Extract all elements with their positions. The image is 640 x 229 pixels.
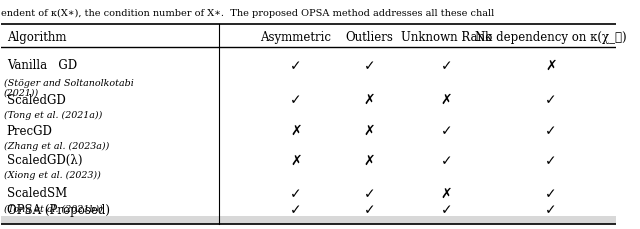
Text: (Xiong et al. (2023)): (Xiong et al. (2023)) [4,170,100,179]
Text: ✓: ✓ [545,203,557,217]
Bar [1,216,616,224]
Text: ✓: ✓ [364,59,376,73]
Text: ✓: ✓ [545,186,557,200]
Text: No dependency on κ(χ_⋆): No dependency on κ(χ_⋆) [475,31,627,44]
Text: ✗: ✗ [441,93,452,107]
Text: endent of κ(Χ∗), the condition number of Χ∗.  The proposed OPSA method addresses: endent of κ(Χ∗), the condition number of… [1,9,494,18]
Text: ✓: ✓ [441,59,452,73]
Text: Vanilla   GD: Vanilla GD [7,59,77,72]
Text: (Tong et al. (2021b)): (Tong et al. (2021b)) [4,204,102,213]
Text: ✗: ✗ [290,123,301,137]
Text: ScaledGD(λ): ScaledGD(λ) [7,154,83,166]
Text: ✓: ✓ [441,203,452,217]
Text: ✗: ✗ [364,93,376,107]
Text: ✓: ✓ [441,153,452,167]
Text: ✓: ✓ [545,123,557,137]
Text: ✓: ✓ [364,203,376,217]
Text: ✗: ✗ [364,123,376,137]
Text: Outliers: Outliers [346,31,394,44]
Text: (Stöger and Soltanolkotabi
(2021)): (Stöger and Soltanolkotabi (2021)) [4,78,134,98]
Text: ScaledSM: ScaledSM [7,187,67,199]
Text: (Zhang et al. (2023a)): (Zhang et al. (2023a)) [4,141,109,150]
Text: (Tong et al. (2021a)): (Tong et al. (2021a)) [4,110,102,120]
Text: ✓: ✓ [290,203,301,217]
Text: ✓: ✓ [364,186,376,200]
Text: Algorithm: Algorithm [7,31,67,44]
Text: PrecGD: PrecGD [7,124,52,137]
Text: ✗: ✗ [441,186,452,200]
Text: ✓: ✓ [441,123,452,137]
Text: ✓: ✓ [290,93,301,107]
Text: ✓: ✓ [545,93,557,107]
Text: ✓: ✓ [290,59,301,73]
Text: ✗: ✗ [364,153,376,167]
Text: ScaledGD: ScaledGD [7,93,65,106]
Text: Unknown Rank: Unknown Rank [401,31,492,44]
Text: OPSA (Proposed): OPSA (Proposed) [7,203,110,216]
Text: ✗: ✗ [290,153,301,167]
Text: ✓: ✓ [545,153,557,167]
Text: Asymmetric: Asymmetric [260,31,332,44]
Text: ✗: ✗ [545,59,557,73]
Text: ✓: ✓ [290,186,301,200]
